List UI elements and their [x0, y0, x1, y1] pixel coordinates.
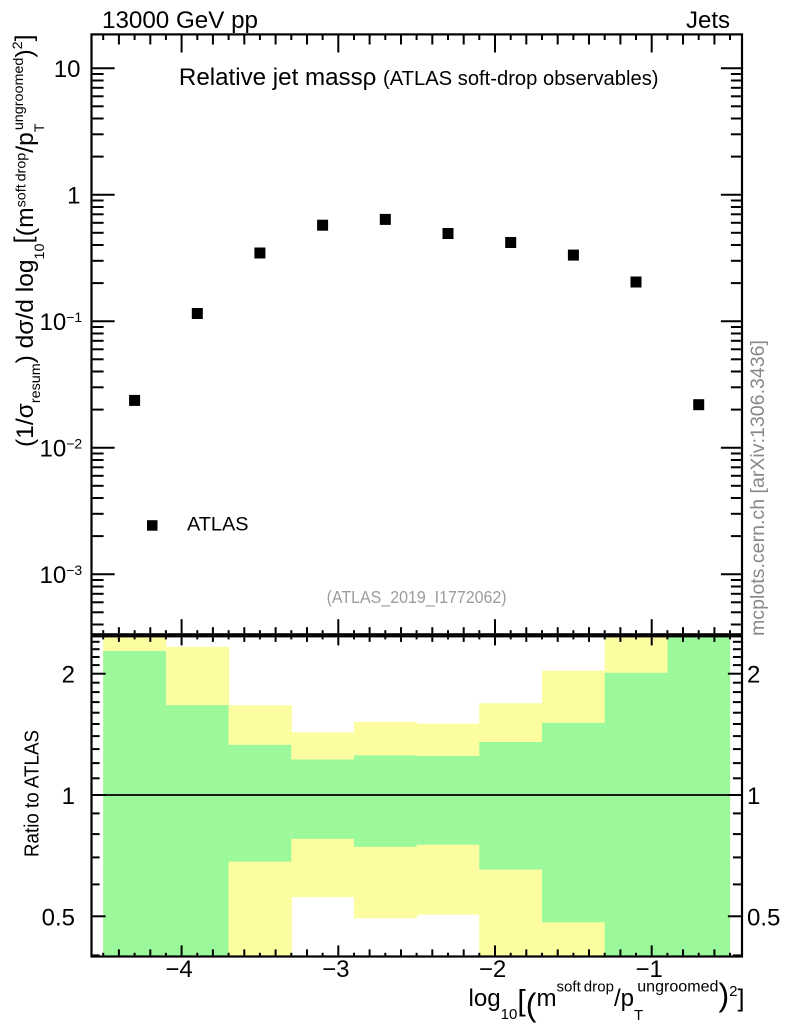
- svg-text:10−3: 10−3: [40, 562, 83, 589]
- svg-text:Ratio to ATLAS: Ratio to ATLAS: [22, 730, 44, 857]
- svg-text:10−2: 10−2: [40, 436, 83, 463]
- svg-text:−1: −1: [636, 956, 663, 983]
- svg-text:log10[(msoft drop/pTungroomed): log10[(msoft drop/pTungroomed)2]: [469, 977, 745, 1024]
- svg-text:1: 1: [62, 783, 75, 810]
- svg-text:(ATLAS_2019_I1772062): (ATLAS_2019_I1772062): [327, 587, 507, 608]
- svg-text:10: 10: [54, 56, 81, 83]
- svg-text:2: 2: [747, 662, 760, 689]
- svg-text:2: 2: [62, 662, 75, 689]
- svg-text:(1/σresum) dσ/d log10[(msoft d: (1/σresum) dσ/d log10[(msoft drop/pTungr…: [9, 34, 47, 447]
- svg-text:0.5: 0.5: [747, 904, 780, 931]
- svg-text:1: 1: [67, 183, 80, 210]
- svg-text:Relative jet massρ: Relative jet massρ: [179, 64, 377, 91]
- svg-text:(ATLAS soft-drop observables): (ATLAS soft-drop observables): [383, 67, 659, 90]
- svg-text:−2: −2: [479, 956, 506, 983]
- svg-text:10−1: 10−1: [40, 309, 83, 336]
- svg-text:Jets: Jets: [686, 7, 730, 34]
- svg-text:−4: −4: [165, 956, 192, 983]
- svg-text:13000 GeV pp: 13000 GeV pp: [102, 7, 258, 34]
- svg-text:ATLAS: ATLAS: [187, 515, 249, 536]
- svg-text:−3: −3: [322, 956, 349, 983]
- svg-text:mcplots.cern.ch [arXiv:1306.34: mcplots.cern.ch [arXiv:1306.3436]: [748, 340, 769, 636]
- svg-text:1: 1: [747, 783, 760, 810]
- svg-text:0.5: 0.5: [42, 904, 75, 931]
